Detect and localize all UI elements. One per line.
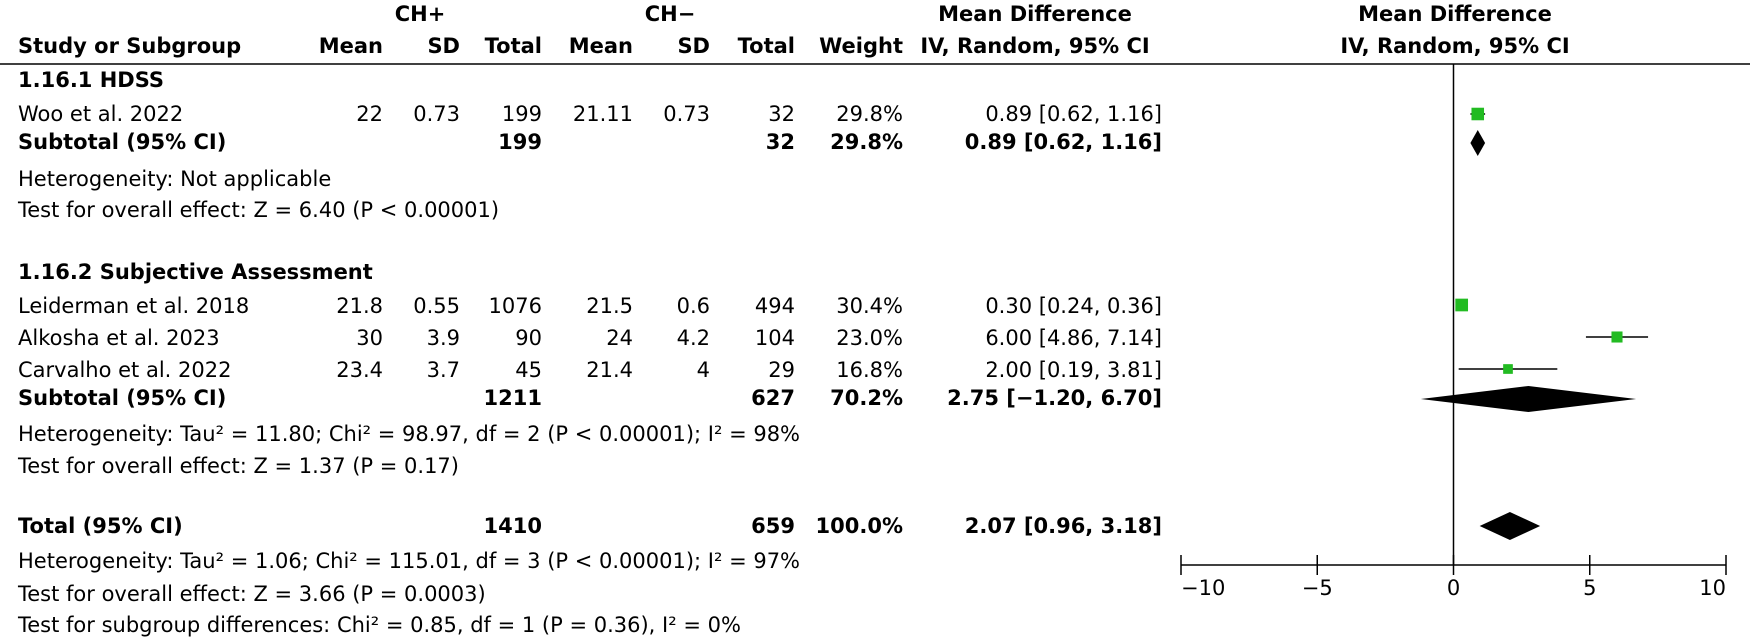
total-label: Total (95% CI) xyxy=(18,514,183,538)
x-axis-tick-label: 0 xyxy=(1447,576,1460,600)
study-column-header: Study or Subgroup xyxy=(18,34,242,58)
subgroup-title: 1.16.2 Subjective Assessment xyxy=(18,260,373,284)
total-total2: 659 xyxy=(751,514,795,538)
weight-cell: 23.0% xyxy=(836,326,903,350)
subtotal-total1: 1211 xyxy=(483,386,542,410)
weight-cell: 16.8% xyxy=(836,358,903,382)
subgroup-title: 1.16.1 HDSS xyxy=(18,68,165,92)
overall-effect-text: Test for overall effect: Z = 6.40 (P < 0… xyxy=(18,198,500,222)
study-marker xyxy=(1611,331,1623,343)
subtotal-total2: 627 xyxy=(751,386,795,410)
total-weight: 100.0% xyxy=(815,514,903,538)
study-name: Alkosha et al. 2023 xyxy=(18,326,220,350)
total1-cell: 90 xyxy=(515,326,542,350)
pooled-diamond xyxy=(1479,512,1541,540)
weight-cell: 29.8% xyxy=(836,102,903,126)
plot-header-sub: IV, Random, 95% CI xyxy=(1340,34,1570,58)
ci-cell: 6.00 [4.86, 7.14] xyxy=(985,326,1162,350)
sd1-cell: 0.73 xyxy=(413,102,460,126)
subgroup-differences-text: Test for subgroup differences: Chi² = 0.… xyxy=(18,613,741,637)
total-overall-effect-text: Test for overall effect: Z = 3.66 (P = 0… xyxy=(18,582,486,606)
group2-header: CH− xyxy=(644,2,696,26)
total1-cell: 1076 xyxy=(488,294,542,318)
mean2-cell: 24 xyxy=(606,326,633,350)
sd2-cell: 4 xyxy=(696,358,710,382)
ci-cell: 2.00 [0.19, 3.81] xyxy=(985,358,1162,382)
mean2-cell: 21.5 xyxy=(586,294,633,318)
study-marker xyxy=(1455,298,1469,312)
study-marker xyxy=(1503,364,1513,374)
subtotal-ci: 2.75 [−1.20, 6.70] xyxy=(947,386,1162,410)
pooled-diamond xyxy=(1470,130,1486,156)
sd1-cell: 0.55 xyxy=(413,294,460,318)
mean1-header: Mean xyxy=(318,34,383,58)
x-axis-tick-label: 10 xyxy=(1699,576,1726,600)
mean2-header: Mean xyxy=(568,34,633,58)
total1-cell: 45 xyxy=(515,358,542,382)
total2-cell: 32 xyxy=(768,102,795,126)
study-name: Leiderman et al. 2018 xyxy=(18,294,250,318)
weight-header: Weight xyxy=(819,34,903,58)
total2-cell: 494 xyxy=(754,294,795,318)
mean2-cell: 21.4 xyxy=(586,358,633,382)
mean1-cell: 30 xyxy=(356,326,383,350)
plot-header-title: Mean Difference xyxy=(1358,2,1552,26)
ci-cell: 0.30 [0.24, 0.36] xyxy=(985,294,1162,318)
overall-effect-text: Test for overall effect: Z = 1.37 (P = 0… xyxy=(18,454,459,478)
weight-cell: 30.4% xyxy=(836,294,903,318)
sd2-cell: 4.2 xyxy=(676,326,710,350)
total1-header: Total xyxy=(484,34,542,58)
x-axis-tick-label: −5 xyxy=(1302,576,1333,600)
sd1-cell: 3.7 xyxy=(426,358,460,382)
x-axis-tick-label: −10 xyxy=(1181,576,1225,600)
study-name: Carvalho et al. 2022 xyxy=(18,358,232,382)
mean2-cell: 21.11 xyxy=(572,102,633,126)
total-heterogeneity-text: Heterogeneity: Tau² = 1.06; Chi² = 115.0… xyxy=(18,549,801,573)
total2-cell: 104 xyxy=(754,326,795,350)
total2-header: Total xyxy=(737,34,795,58)
subtotal-label: Subtotal (95% CI) xyxy=(18,386,227,410)
mean1-cell: 22 xyxy=(356,102,383,126)
sd2-cell: 0.73 xyxy=(663,102,710,126)
md-header-title: Mean Difference xyxy=(938,2,1132,26)
subtotal-weight: 70.2% xyxy=(830,386,903,410)
mean1-cell: 21.8 xyxy=(336,294,383,318)
subtotal-ci: 0.89 [0.62, 1.16] xyxy=(964,130,1162,154)
sd1-cell: 3.9 xyxy=(426,326,460,350)
study-name: Woo et al. 2022 xyxy=(18,102,184,126)
group1-header: CH+ xyxy=(394,2,446,26)
mean1-cell: 23.4 xyxy=(336,358,383,382)
subtotal-weight: 29.8% xyxy=(830,130,903,154)
ci-cell: 0.89 [0.62, 1.16] xyxy=(985,102,1162,126)
sd2-header: SD xyxy=(677,34,710,58)
md-header-sub: IV, Random, 95% CI xyxy=(920,34,1150,58)
sd2-cell: 0.6 xyxy=(676,294,710,318)
study-marker xyxy=(1471,107,1485,121)
subtotal-total2: 32 xyxy=(765,130,795,154)
pooled-diamond xyxy=(1420,386,1637,412)
subtotal-total1: 199 xyxy=(498,130,542,154)
total-ci: 2.07 [0.96, 3.18] xyxy=(964,514,1162,538)
sd1-header: SD xyxy=(427,34,460,58)
total1-cell: 199 xyxy=(501,102,542,126)
x-axis-tick-label: 5 xyxy=(1583,576,1596,600)
heterogeneity-text: Heterogeneity: Tau² = 11.80; Chi² = 98.9… xyxy=(18,422,801,446)
total-total1: 1410 xyxy=(483,514,542,538)
subtotal-label: Subtotal (95% CI) xyxy=(18,130,227,154)
heterogeneity-text: Heterogeneity: Not applicable xyxy=(18,167,332,191)
total2-cell: 29 xyxy=(768,358,795,382)
